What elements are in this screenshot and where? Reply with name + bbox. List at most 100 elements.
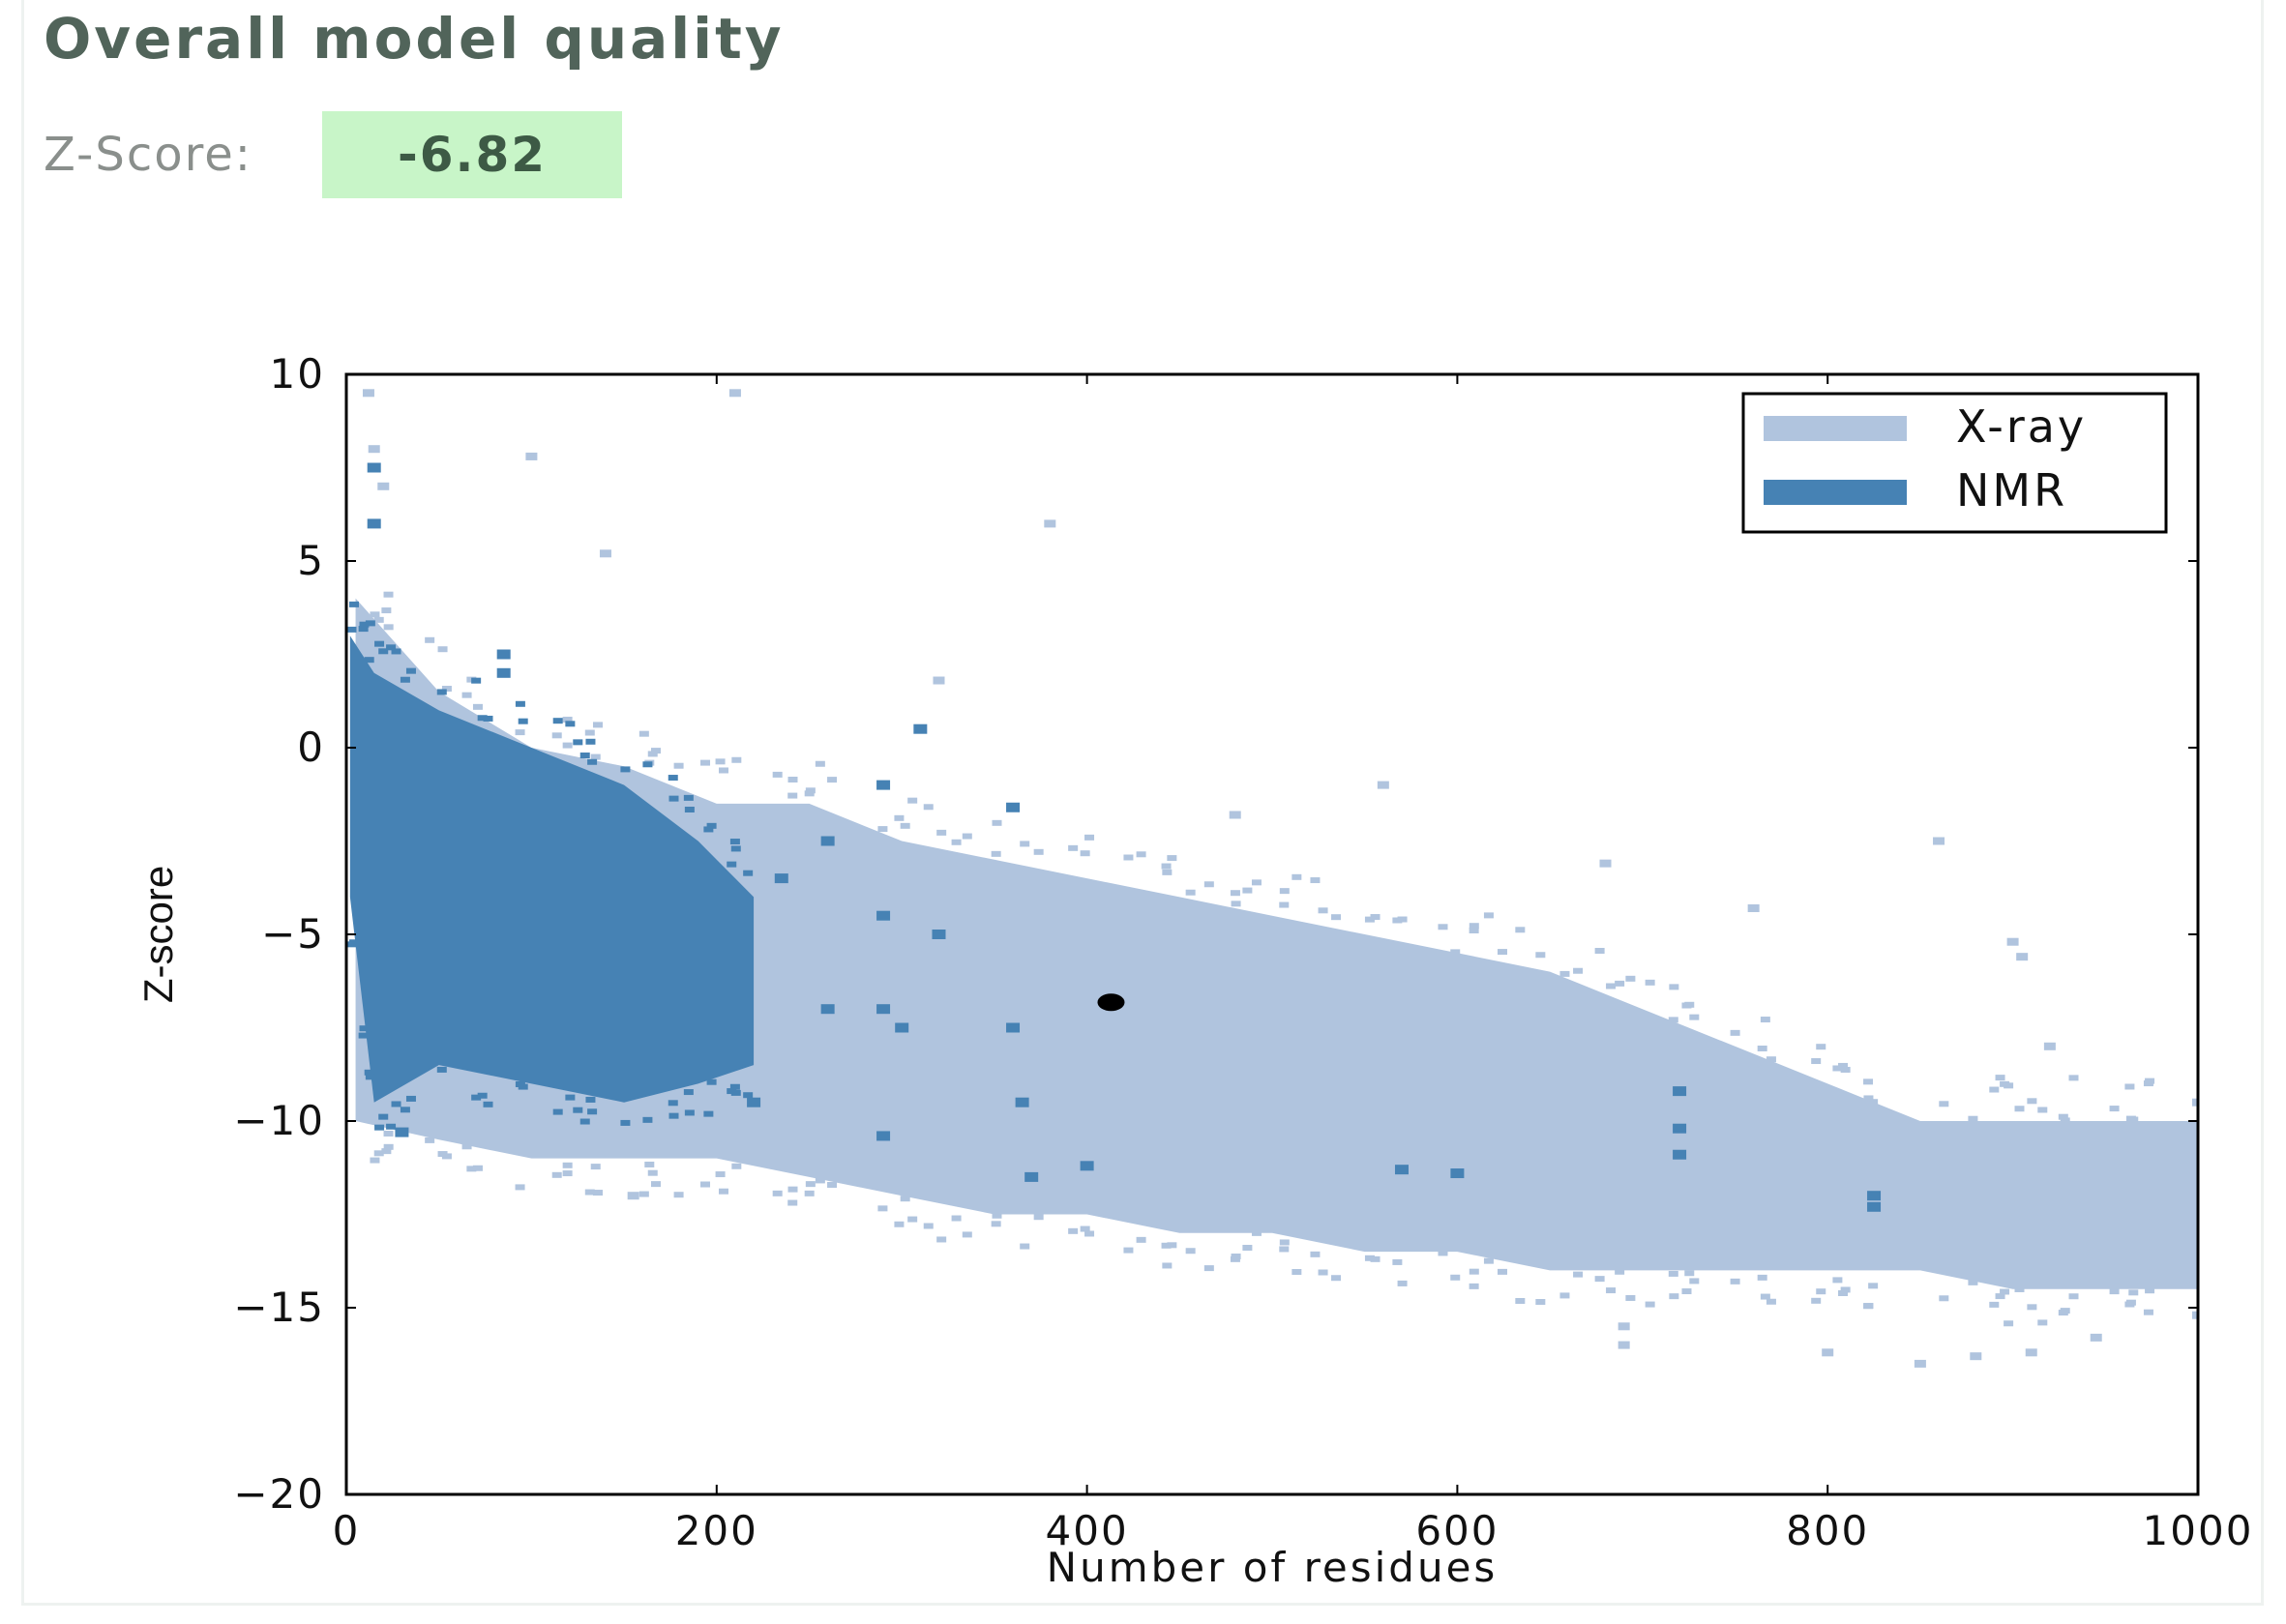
nmr-point: [565, 1094, 576, 1101]
xray-point: [1364, 916, 1375, 923]
xray-point: [962, 833, 972, 840]
xray-point: [1483, 1257, 1494, 1264]
xray-point: [381, 607, 392, 614]
xray-point: [1229, 811, 1241, 819]
xray-point: [370, 1157, 380, 1164]
xray-point: [991, 1221, 1001, 1227]
xray-point: [1625, 1294, 1636, 1301]
xray-point: [1377, 781, 1389, 789]
y-tick-label: 0: [297, 723, 325, 771]
nmr-point: [620, 766, 631, 773]
xray-point: [647, 751, 658, 757]
xray-series: [355, 389, 2198, 1368]
xray-point: [1669, 1293, 1679, 1300]
xray-point: [1989, 1301, 2000, 1308]
nmr-series: [346, 462, 1882, 1212]
xray-point: [1760, 1293, 1770, 1300]
xray-point: [827, 777, 838, 783]
nmr-point: [573, 739, 583, 746]
nmr-point: [477, 1092, 488, 1099]
xray-point: [1392, 1258, 1403, 1265]
nmr-point: [743, 870, 754, 876]
xray-point: [1370, 1255, 1381, 1262]
nmr-point: [364, 1069, 374, 1076]
x-tick-label: 200: [675, 1507, 758, 1554]
nmr-point: [876, 1004, 891, 1015]
xray-point: [1310, 877, 1321, 884]
xray-point: [2014, 1106, 2025, 1112]
xray-point: [1080, 850, 1090, 857]
nmr-point: [876, 1131, 891, 1141]
xray-point: [1863, 1078, 1874, 1085]
xray-point: [1162, 1262, 1173, 1269]
xray-point: [933, 676, 945, 685]
nmr-point: [743, 1092, 754, 1099]
xray-point: [525, 452, 538, 460]
xray-point: [650, 1181, 661, 1188]
xray-point: [1185, 889, 1196, 896]
nmr-point: [703, 826, 714, 833]
xray-point: [461, 692, 472, 698]
nmr-point: [642, 761, 653, 768]
xray-point: [1681, 1002, 1692, 1009]
xray-point: [1573, 1271, 1584, 1278]
xray-point: [2058, 1310, 2068, 1316]
xray-point: [718, 767, 728, 774]
xray-point: [1310, 1251, 1321, 1257]
nmr-point: [518, 1083, 528, 1090]
nmr-point: [668, 795, 679, 802]
nmr-point: [391, 1101, 401, 1107]
nmr-point: [483, 715, 493, 722]
model-point: [1097, 993, 1125, 1012]
xray-point: [1483, 912, 1494, 919]
x-tick-label: 1000: [2143, 1507, 2254, 1554]
nmr-point: [1673, 1123, 1687, 1134]
xray-point: [1669, 984, 1679, 990]
xray-point: [827, 1181, 838, 1188]
xray-point: [2109, 1106, 2120, 1112]
xray-point: [1167, 855, 1177, 862]
nmr-point: [405, 1095, 416, 1102]
nmr-point: [477, 715, 488, 722]
y-tick-label: −10: [233, 1097, 325, 1144]
xray-point: [2043, 1042, 2056, 1050]
xray-point: [2058, 1113, 2068, 1120]
nmr-point: [1015, 1097, 1029, 1107]
xray-point: [638, 730, 649, 737]
nmr-point: [820, 1004, 835, 1015]
xray-point: [2004, 1082, 2014, 1089]
xray-point: [1559, 1292, 1570, 1299]
xray-point: [1811, 1058, 1822, 1065]
xray-point: [551, 1171, 562, 1178]
nmr-point: [1867, 1201, 1882, 1212]
xray-point: [1840, 1286, 1851, 1293]
xray-point: [1136, 851, 1146, 858]
xray-point: [627, 1192, 639, 1200]
legend-box: [1741, 392, 2168, 534]
xray-point: [437, 646, 448, 653]
xray-point: [1868, 1283, 1879, 1289]
xray-point: [815, 1177, 825, 1184]
nmr-point: [358, 626, 369, 633]
nmr-point: [587, 1108, 598, 1115]
nmr-point: [729, 1083, 740, 1090]
xray-point: [1970, 1352, 1982, 1361]
nmr-point: [579, 1118, 590, 1125]
xray-point: [1760, 1017, 1770, 1023]
xray-point: [700, 759, 711, 766]
xray-point: [370, 611, 380, 618]
xray-point: [1370, 914, 1381, 921]
xray-point: [1497, 949, 1507, 956]
xray-point: [644, 1161, 655, 1167]
nmr-point: [706, 1078, 717, 1085]
xray-point: [1766, 1056, 1776, 1063]
nmr-point: [374, 640, 385, 647]
xray-point: [728, 389, 741, 398]
xray-point: [381, 1148, 392, 1155]
xray-point: [1668, 1270, 1678, 1277]
nmr-point: [565, 721, 576, 727]
xray-point: [1618, 1322, 1630, 1331]
xray-point: [1033, 848, 1044, 855]
xray-point: [877, 826, 888, 833]
nmr-point: [730, 1089, 741, 1096]
